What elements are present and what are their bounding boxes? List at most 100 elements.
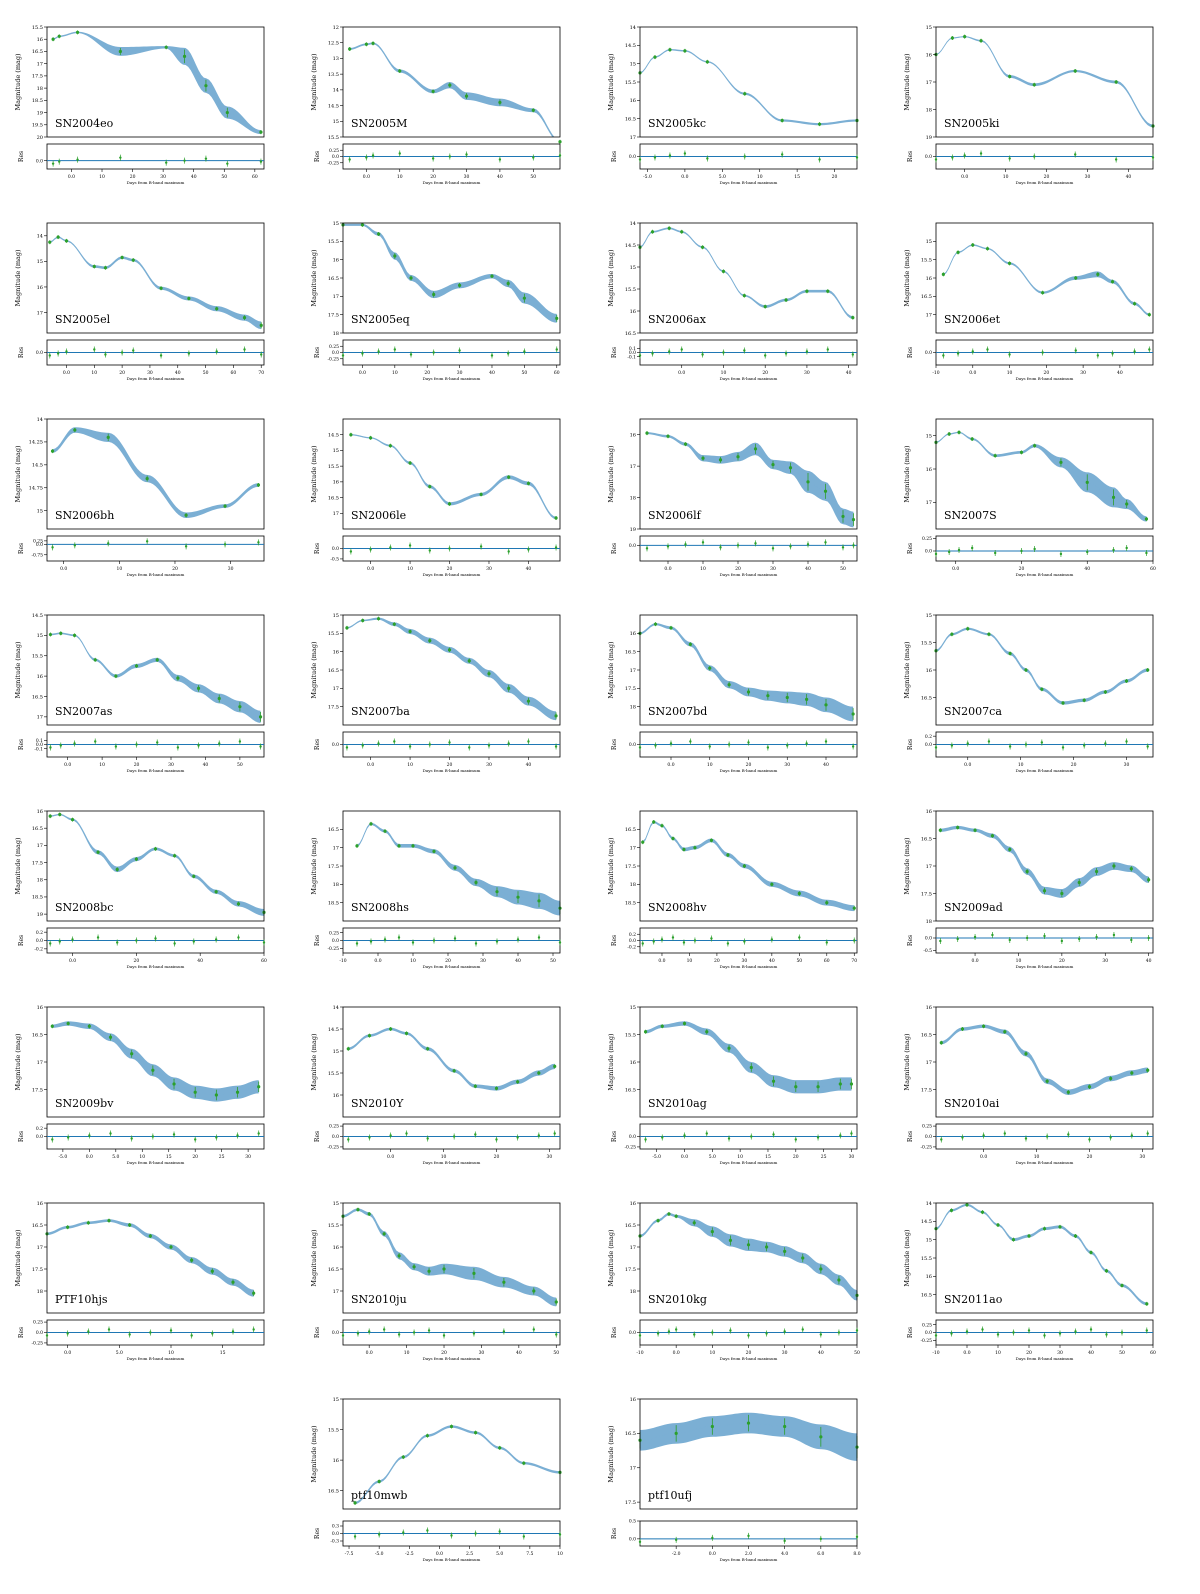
x-tick-label: 10 xyxy=(407,566,413,572)
light-curve-panel: 14 14.25 14.5 14.75 15 Magnitude (mag) SN2006b… xyxy=(14,417,265,577)
x-tick-label: 30 xyxy=(804,370,810,376)
residual-axes-frame xyxy=(639,535,858,562)
y-tick-label: 16 xyxy=(926,1274,932,1280)
data-point xyxy=(721,269,726,273)
residual-point xyxy=(710,937,713,940)
res-tick-label: 0.0 xyxy=(925,1134,932,1140)
main-axes-frame xyxy=(639,1398,858,1510)
y-tick-label: 17.5 xyxy=(625,1500,636,1506)
residual-point xyxy=(798,936,801,939)
data-point xyxy=(242,316,247,320)
data-point xyxy=(118,49,122,54)
fit-curve xyxy=(640,623,854,715)
x-tick-label: 60 xyxy=(261,958,267,964)
residual-point xyxy=(973,935,977,939)
x-tick-label: -10 xyxy=(932,370,939,376)
data-point xyxy=(103,266,108,270)
y-tick-label: 17 xyxy=(630,135,636,141)
x-tick-label: 20 xyxy=(445,958,451,964)
data-point xyxy=(653,622,658,626)
data-point xyxy=(851,517,856,522)
res-tick-label: 0.0 xyxy=(36,1330,43,1336)
residual-point xyxy=(1120,1331,1124,1334)
res-tick-label: 0.25 xyxy=(329,930,339,936)
x-axis-label: Days from B-band maximum xyxy=(423,1160,481,1165)
residual-point xyxy=(361,744,364,747)
data-point xyxy=(1109,1076,1113,1081)
data-point xyxy=(652,820,656,824)
residual-point xyxy=(851,745,855,748)
supernova-name: ptf10ufj xyxy=(648,1489,692,1502)
residual-point xyxy=(652,940,655,943)
residual-point xyxy=(950,1332,953,1335)
res-tick-label: -0.25 xyxy=(327,160,339,166)
residual-point xyxy=(368,1136,371,1139)
x-tick-label: 60 xyxy=(231,370,237,376)
data-point xyxy=(531,108,535,112)
x-tick-label: 30 xyxy=(547,1154,553,1160)
y-tick-label: 15.5 xyxy=(328,631,339,637)
data-point xyxy=(377,232,381,236)
data-point xyxy=(187,296,191,301)
y-axis-label: Magnitude (mag) xyxy=(310,641,318,699)
residual-point xyxy=(369,548,372,551)
y-tick-label: 16.5 xyxy=(625,331,636,337)
y-tick-label: 16 xyxy=(333,257,339,263)
residual-point xyxy=(190,1334,193,1337)
y-tick-label: 15 xyxy=(37,259,43,265)
y-tick-label: 15 xyxy=(37,633,43,639)
fit-band xyxy=(350,434,557,520)
res-tick-label: -0.25 xyxy=(31,1341,43,1347)
res-tick-label: 0.3 xyxy=(332,1524,339,1530)
residual-point xyxy=(432,351,435,354)
residual-point xyxy=(638,158,642,161)
data-point xyxy=(495,890,499,894)
data-point xyxy=(59,631,63,635)
residual-point xyxy=(1095,935,1098,939)
y-tick-label: 16.5 xyxy=(921,1292,932,1298)
supernova-name: SN2010ag xyxy=(648,1097,707,1110)
residual-point xyxy=(1109,1136,1112,1139)
fit-band xyxy=(49,236,262,330)
data-point xyxy=(1125,502,1129,506)
x-tick-label: 20 xyxy=(134,762,140,768)
x-tick-label: 20 xyxy=(130,174,136,180)
fit-curve xyxy=(50,814,264,913)
x-axis-label: Days from B-band maximum xyxy=(1016,964,1074,969)
supernova-name: SN2006le xyxy=(351,509,406,522)
x-tick-label: 0.0 xyxy=(436,1551,443,1557)
residual-point xyxy=(668,350,671,353)
data-point xyxy=(650,230,655,234)
y-axis-label: Magnitude (mag) xyxy=(310,1033,318,1091)
residual-point xyxy=(516,1136,519,1139)
y-tick-label: 16.5 xyxy=(32,1032,43,1038)
residual-point xyxy=(389,1134,392,1137)
x-tick-label: 40 xyxy=(497,174,503,180)
residual-point xyxy=(193,1138,197,1141)
residual-point xyxy=(361,352,364,355)
res-axis-label: Res xyxy=(314,1327,321,1338)
data-point xyxy=(72,633,77,637)
y-axis-label: Magnitude (mag) xyxy=(14,53,22,111)
y-tick-label: 15.5 xyxy=(328,1427,339,1433)
data-point xyxy=(1003,1030,1007,1034)
y-tick-label: 14.5 xyxy=(328,1027,339,1033)
res-tick-label: 0.0 xyxy=(332,742,339,748)
y-tick-label: 18 xyxy=(37,1289,43,1295)
data-point xyxy=(1089,1250,1093,1255)
y-tick-label: 18 xyxy=(926,107,932,113)
data-point xyxy=(736,455,740,459)
residual-point xyxy=(825,941,828,944)
x-tick-label: 70 xyxy=(851,958,857,964)
res-axis-label: Res xyxy=(611,1327,618,1338)
x-axis-label: Days from B-band maximum xyxy=(127,1160,185,1165)
residual-point xyxy=(766,746,770,749)
residual-point xyxy=(1088,1138,1091,1141)
x-tick-label: 20 xyxy=(192,1154,198,1160)
residual-point xyxy=(1040,741,1044,744)
residual-point xyxy=(939,939,942,943)
fit-curve xyxy=(936,628,1148,704)
residual-point xyxy=(393,740,396,743)
residual-point xyxy=(855,156,859,159)
residual-point xyxy=(465,153,468,156)
